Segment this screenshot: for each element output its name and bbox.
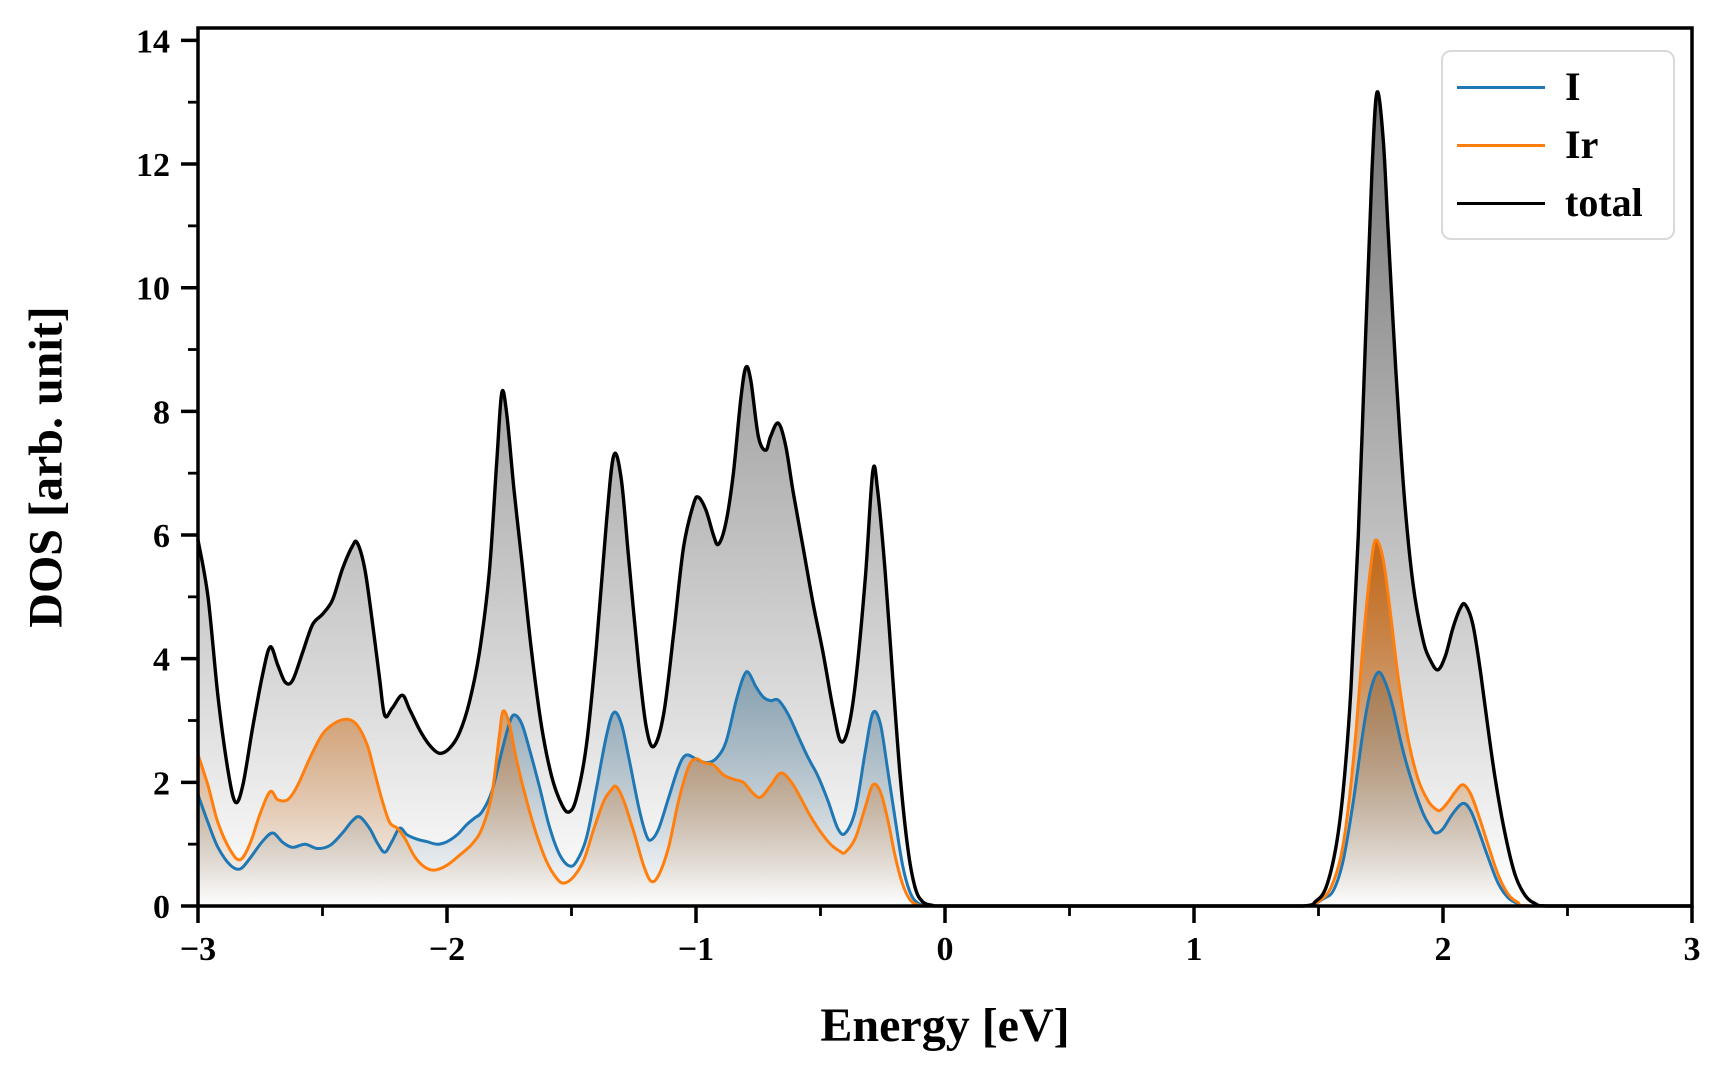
legend-entry-I: I (1443, 67, 1673, 107)
y-axis-title: DOS [arb. unit] (19, 306, 73, 628)
curve-Ir (196, 538, 1694, 908)
curve-total (196, 90, 1694, 908)
x-tick-label: 3 (1684, 931, 1701, 968)
y-tick-label: 14 (136, 23, 170, 60)
y-tick-label: 12 (136, 147, 170, 184)
x-tick-label: −1 (678, 931, 714, 968)
x-tick-label: −3 (180, 931, 216, 968)
y-tick-label: 8 (153, 394, 170, 431)
x-tick-label: −2 (429, 931, 465, 968)
curve-I (196, 670, 1694, 908)
legend-entry-Ir: Ir (1443, 125, 1673, 165)
legend-line-Ir (1457, 143, 1545, 147)
y-tick-label: 10 (136, 271, 170, 308)
y-tick-label: 6 (153, 518, 170, 555)
ticks (181, 38, 1694, 923)
fill-area-Ir (198, 539, 1692, 906)
y-tick-label: 2 (153, 765, 170, 802)
legend-entry-total: total (1443, 183, 1673, 223)
legend-label-total: total (1565, 180, 1643, 225)
x-tick-label: 0 (937, 931, 954, 968)
x-tick-label: 1 (1186, 931, 1203, 968)
y-tick-label: 4 (153, 642, 170, 679)
y-tick-label: 0 (153, 889, 170, 926)
legend-label-Ir: Ir (1565, 122, 1599, 167)
curve-lines (196, 90, 1694, 908)
legend-label-I: I (1565, 64, 1581, 109)
x-tick-label: 2 (1435, 931, 1452, 968)
x-axis-title: Energy [eV] (820, 999, 1070, 1052)
legend-line-I (1457, 85, 1545, 89)
legend-line-total (1457, 201, 1545, 205)
legend: I Ir total (1441, 50, 1675, 240)
